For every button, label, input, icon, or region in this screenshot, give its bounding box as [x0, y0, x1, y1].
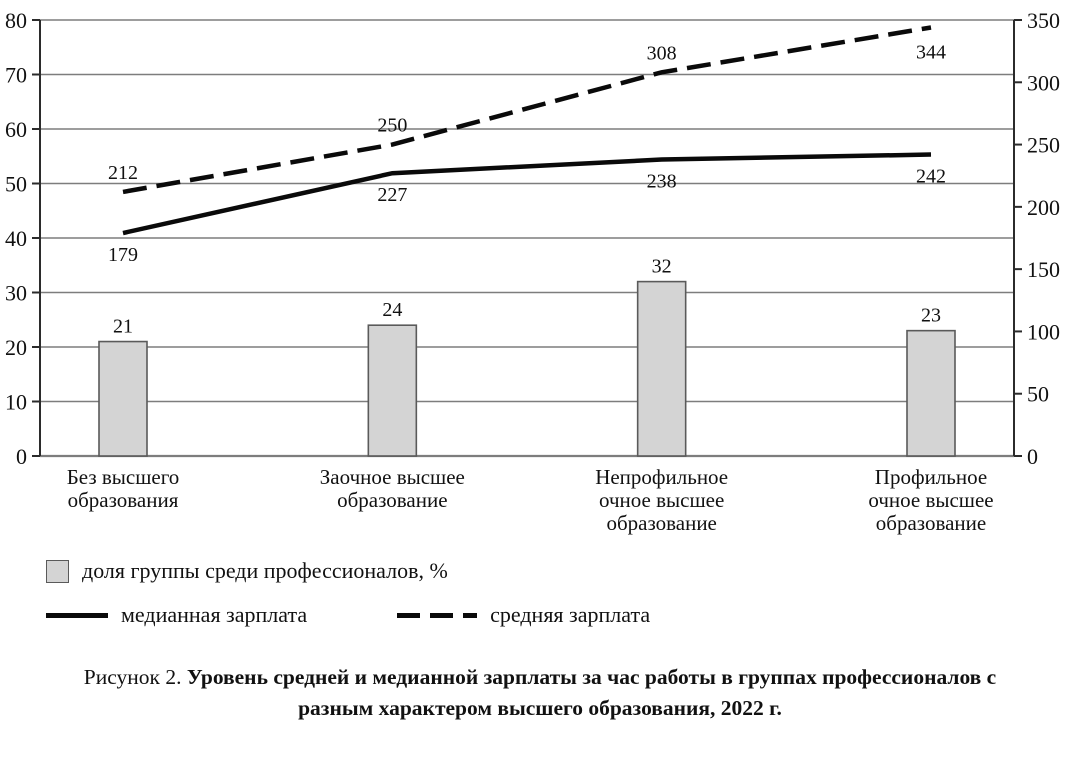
legend-median-label: медианная зарплата: [121, 602, 308, 627]
category-label: Заочное высшее образование: [320, 465, 465, 512]
caption-title: Уровень средней и медианной зарплаты за …: [186, 665, 997, 721]
mean-salary-value-label: 212: [108, 162, 138, 184]
bar-swatch: [46, 559, 69, 583]
left-axis-tick-label: 0: [16, 444, 27, 469]
left-axis-tick-label: 60: [5, 117, 27, 142]
category-label: Без высшего образования: [67, 465, 180, 512]
right-axis-tick-label: 150: [1027, 257, 1060, 282]
group-share-value-label: 21: [113, 316, 133, 338]
mean-line-sample: [397, 612, 478, 618]
caption-prefix: Рисунок 2.: [83, 665, 187, 689]
right-axis-tick-label: 350: [1027, 8, 1060, 33]
left-axis-tick-label: 70: [5, 63, 27, 88]
mean-salary-value-label: 308: [647, 42, 677, 64]
right-axis-tick-label: 50: [1027, 382, 1049, 407]
median-salary-value-label: 242: [916, 166, 946, 188]
group-share-value-label: 23: [921, 305, 941, 327]
left-axis-tick-label: 40: [5, 226, 27, 251]
right-axis-tick-label: 300: [1027, 70, 1060, 95]
legend-mean-label: средняя зарплата: [490, 602, 651, 627]
legend: доля группы среди профессионалов, % меди…: [0, 548, 1080, 628]
legend-row-lines: медианная зарплата средняя зарплата: [46, 602, 1080, 628]
mean-salary-value-label: 250: [377, 115, 407, 137]
group-share-bar: [367, 324, 418, 457]
group-share-bar: [906, 329, 956, 457]
group-share-bar: [636, 280, 687, 457]
left-axis-tick-label: 20: [5, 335, 27, 360]
figure-caption: Рисунок 2. Уровень средней и медианной з…: [80, 662, 1000, 724]
group-share-value-label: 24: [382, 299, 402, 321]
figure: 0 10 20 30 40 50 60 70 80 0 50 100 150 200 250 300 350 21…: [0, 8, 1080, 724]
right-axis-tick-label: 0: [1027, 444, 1038, 469]
category-label: Непрофильное очное высшее образование: [595, 465, 728, 535]
mean-salary-value-label: 344: [916, 41, 946, 63]
group-share-bar: [98, 340, 148, 457]
combo-chart-svg: 0 10 20 30 40 50 60 70 80 0 50 100 150 200 250 300 350 21…: [5, 8, 1060, 535]
right-axis-tick-label: 100: [1027, 319, 1060, 344]
group-share-value-label: 32: [652, 256, 672, 278]
right-axis-tick-label: 200: [1027, 195, 1060, 220]
legend-row-bars: доля группы среди профессионалов, %: [46, 558, 1080, 584]
category-label: Профильное очное высшее образование: [868, 465, 993, 535]
left-axis-tick-label: 10: [5, 390, 27, 415]
left-axis-tick-label: 30: [5, 281, 27, 306]
legend-bar-label: доля группы среди профессионалов, %: [82, 558, 448, 583]
median-salary-value-label: 179: [108, 244, 138, 266]
median-salary-line: [122, 152, 932, 236]
median-salary-value-label: 227: [377, 184, 407, 206]
left-axis-tick-label: 80: [5, 8, 27, 33]
median-line-sample: [46, 612, 108, 618]
right-axis-tick-label: 250: [1027, 133, 1060, 158]
mean-salary-line: [122, 25, 932, 195]
median-salary-value-label: 238: [647, 171, 677, 193]
left-axis-tick-label: 50: [5, 172, 27, 197]
